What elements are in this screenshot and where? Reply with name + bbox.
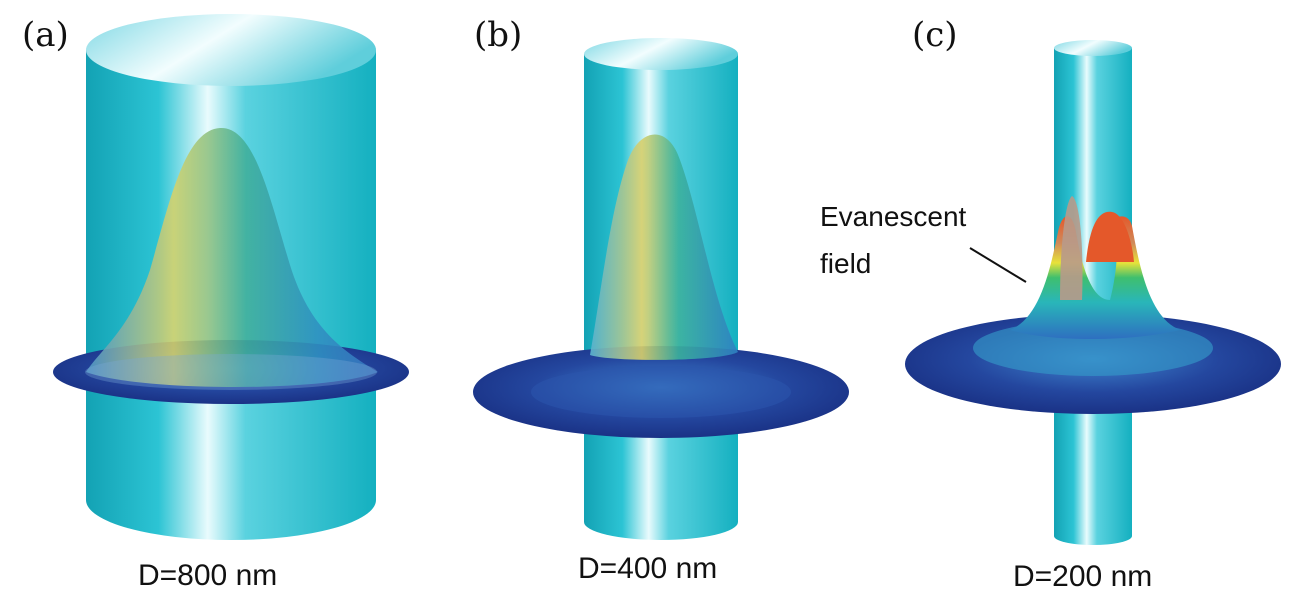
panel-c-label: (c) (912, 15, 958, 55)
panel-b: (b) D=400 nm (473, 15, 849, 585)
fiber-top-face-c (1054, 40, 1132, 56)
mode-field-b (590, 134, 738, 360)
evanescent-lobe-left-c (1060, 196, 1083, 300)
panel-a: (a) D=800 nm (22, 14, 409, 592)
evanescent-field-c (1010, 216, 1180, 339)
panel-b-label: (b) (474, 15, 522, 55)
panel-c: (c) Evanescent field D=200 nm (820, 15, 1281, 593)
fiber-top-face-a (86, 14, 376, 86)
annotation-evanescent: Evanescent (820, 201, 967, 232)
panel-b-caption: D=400 nm (578, 552, 717, 585)
field-ring-b (531, 366, 791, 418)
fiber-top-face-b (584, 38, 738, 70)
annotation-pointer-line (969, 247, 1027, 283)
field-base-a (85, 354, 377, 390)
panel-a-label: (a) (22, 15, 69, 55)
evanescent-lobe-right-c (1086, 211, 1134, 262)
annotation-field: field (820, 248, 871, 279)
panel-a-caption: D=800 nm (138, 559, 277, 592)
panel-c-caption: D=200 nm (1013, 560, 1152, 593)
mode-field-a (86, 127, 378, 387)
